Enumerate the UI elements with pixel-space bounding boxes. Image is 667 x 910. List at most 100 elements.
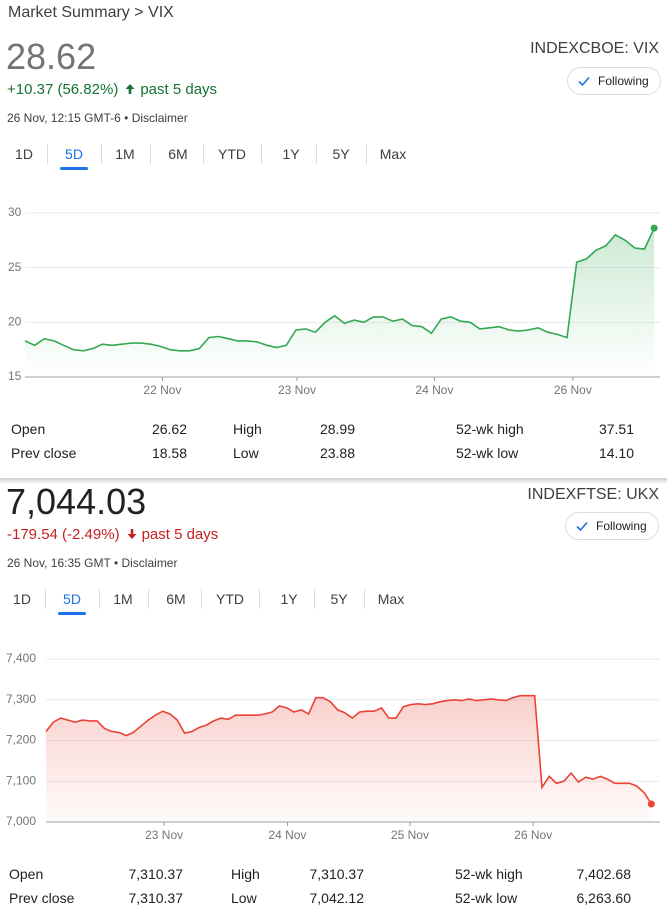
follow-label: Following <box>596 519 647 533</box>
breadcrumb: Market Summary > VIX <box>8 4 174 21</box>
change: -179.54 (-2.49%) past 5 days <box>7 526 218 543</box>
y-tick-label: 7,100 <box>6 773 36 787</box>
stat-value: 6,263.60 <box>576 890 632 906</box>
range-tab[interactable]: 6M <box>166 591 186 607</box>
stat-value: 26.62 <box>151 421 187 437</box>
x-tick-label: 26 Nov <box>554 383 592 397</box>
stat-value: 37.51 <box>598 421 634 437</box>
tab-separator <box>150 144 151 164</box>
follow-button[interactable]: Following <box>565 512 659 540</box>
follow-label: Following <box>598 74 649 88</box>
tab-separator <box>101 144 102 164</box>
stat-value: 28.99 <box>319 421 355 437</box>
range-tab[interactable]: 1Y <box>282 146 300 162</box>
x-tick-label: 24 Nov <box>268 828 306 842</box>
exchange: INDEXFTSE: UKX <box>527 486 659 503</box>
check-icon <box>578 76 590 87</box>
y-tick-label: 7,300 <box>6 692 36 706</box>
y-tick-label: 30 <box>8 205 22 219</box>
stat-label: 52-wk high <box>456 421 524 437</box>
stat-label: High <box>231 866 260 882</box>
stat-label: Low <box>231 890 257 906</box>
arrow-icon <box>125 84 135 94</box>
price-line <box>24 227 655 352</box>
y-tick-label: 7,400 <box>6 651 36 665</box>
price: 28.62 <box>6 36 97 77</box>
x-tick-label: 23 Nov <box>145 828 183 842</box>
tab-separator <box>259 589 260 609</box>
stat-label: Open <box>9 866 44 882</box>
tab-separator <box>201 589 202 609</box>
range-tab[interactable]: YTD <box>216 591 244 607</box>
last-point <box>647 800 655 808</box>
range-tab[interactable]: Max <box>377 591 405 607</box>
exchange: INDEXCBOE: VIX <box>530 40 659 57</box>
y-tick-label: 7,000 <box>6 814 36 828</box>
tab-separator <box>261 144 262 164</box>
area-fill <box>46 695 652 822</box>
stat-label: Open <box>11 421 46 437</box>
timestamp: 26 Nov, 12:15 GMT-6 • Disclaimer <box>7 111 188 125</box>
stat-label: 52-wk high <box>455 866 523 882</box>
range-tab[interactable]: 1Y <box>280 591 298 607</box>
tab-separator <box>314 589 315 609</box>
tab-separator <box>316 144 317 164</box>
area-fill <box>25 228 655 377</box>
stat-value: 7,310.37 <box>128 866 184 882</box>
price: 7,044.03 <box>6 481 147 522</box>
change: +10.37 (56.82%) past 5 days <box>7 81 217 98</box>
stat-label: Low <box>233 445 259 461</box>
stat-value: 7,402.68 <box>576 866 632 882</box>
y-tick-label: 7,200 <box>6 733 36 747</box>
follow-button[interactable]: Following <box>567 67 661 95</box>
range-tab[interactable]: Max <box>379 146 407 162</box>
check-icon <box>576 521 588 532</box>
range-tab[interactable]: 5D <box>65 146 83 162</box>
stat-value: 7,310.37 <box>309 866 365 882</box>
tab-separator <box>47 144 48 164</box>
stat-label: 52-wk low <box>456 445 519 461</box>
stat-value: 23.88 <box>319 445 355 461</box>
range-tab[interactable]: 1M <box>113 591 133 607</box>
stat-label: Prev close <box>11 445 77 461</box>
range-tab[interactable]: 1D <box>15 146 33 162</box>
change-value: +10.37 (56.82%) <box>7 81 119 98</box>
stat-label: High <box>233 421 262 437</box>
tab-separator <box>45 589 46 609</box>
stat-value: 7,042.12 <box>309 890 365 906</box>
tab-underline <box>58 612 86 615</box>
y-tick-label: 25 <box>8 260 22 274</box>
x-tick-label: 23 Nov <box>278 383 316 397</box>
range-tab[interactable]: 5Y <box>332 146 350 162</box>
stat-value: 14.10 <box>598 445 634 461</box>
stat-value: 7,310.37 <box>128 890 184 906</box>
change-value: -179.54 (-2.49%) <box>7 526 120 543</box>
range-tab[interactable]: YTD <box>218 146 246 162</box>
x-tick-label: 26 Nov <box>514 828 552 842</box>
range-tab[interactable]: 6M <box>168 146 188 162</box>
price-line <box>45 694 653 805</box>
range-tab[interactable]: 1D <box>13 591 31 607</box>
stat-label: 52-wk low <box>455 890 518 906</box>
stat-label: Prev close <box>9 890 75 906</box>
tab-separator <box>148 589 149 609</box>
period: past 5 days <box>140 81 218 98</box>
stat-value: 18.58 <box>151 445 187 461</box>
x-tick-label: 25 Nov <box>391 828 429 842</box>
tab-separator <box>99 589 100 609</box>
y-tick-label: 15 <box>8 369 22 383</box>
y-tick-label: 20 <box>8 315 22 329</box>
tab-separator <box>366 144 367 164</box>
tab-separator <box>364 589 365 609</box>
range-tab[interactable]: 5Y <box>330 591 348 607</box>
arrow-icon <box>127 529 137 539</box>
period: past 5 days <box>141 526 219 543</box>
last-point <box>650 224 658 232</box>
tab-separator <box>203 144 204 164</box>
x-tick-label: 24 Nov <box>415 383 453 397</box>
card-divider <box>0 478 667 484</box>
range-tab[interactable]: 1M <box>115 146 135 162</box>
range-tab[interactable]: 5D <box>63 591 81 607</box>
